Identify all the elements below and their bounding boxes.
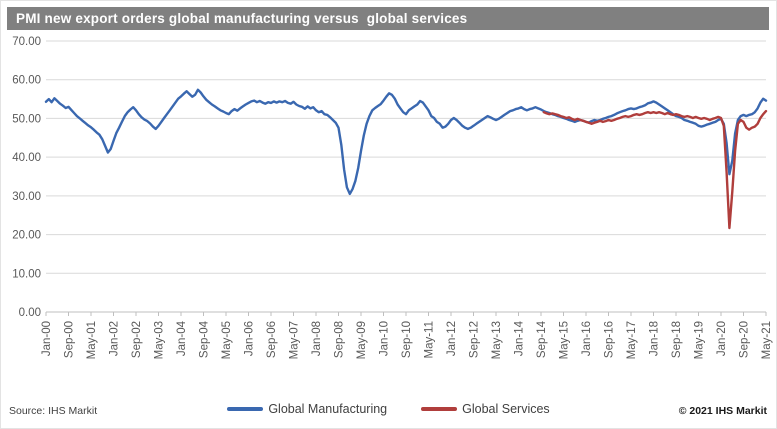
services-legend-label: Global Services bbox=[462, 402, 550, 416]
svg-text:30.00: 30.00 bbox=[12, 191, 41, 203]
svg-text:Sep-20: Sep-20 bbox=[739, 321, 751, 358]
svg-text:Sep-14: Sep-14 bbox=[536, 320, 548, 358]
chart-title: PMI new export orders global manufacturi… bbox=[16, 11, 468, 26]
svg-text:Jan-04: Jan-04 bbox=[176, 320, 188, 356]
svg-text:Jan-06: Jan-06 bbox=[244, 321, 256, 356]
svg-text:Jan-08: Jan-08 bbox=[311, 321, 323, 356]
svg-text:May-13: May-13 bbox=[491, 321, 503, 359]
svg-text:40.00: 40.00 bbox=[12, 152, 41, 164]
manufacturing-legend-label: Global Manufacturing bbox=[268, 402, 388, 416]
svg-text:Jan-02: Jan-02 bbox=[109, 321, 121, 356]
svg-text:May-09: May-09 bbox=[356, 321, 368, 359]
svg-text:Sep-02: Sep-02 bbox=[131, 321, 143, 358]
legend-item-services: Global Services bbox=[421, 402, 550, 416]
svg-text:Jan-20: Jan-20 bbox=[716, 321, 728, 356]
svg-text:Jan-18: Jan-18 bbox=[649, 321, 661, 356]
svg-text:20.00: 20.00 bbox=[12, 230, 41, 242]
svg-text:Jan-14: Jan-14 bbox=[514, 320, 526, 356]
svg-text:Jan-00: Jan-00 bbox=[41, 321, 53, 356]
svg-text:Jan-10: Jan-10 bbox=[379, 321, 391, 356]
legend-item-manufacturing: Global Manufacturing bbox=[227, 402, 387, 416]
source-note: Source: IHS Markit bbox=[9, 405, 98, 417]
svg-text:May-01: May-01 bbox=[86, 321, 98, 359]
svg-text:May-17: May-17 bbox=[626, 321, 638, 359]
svg-text:May-15: May-15 bbox=[559, 321, 571, 359]
services-line-swatch bbox=[421, 407, 458, 411]
svg-text:Sep-18: Sep-18 bbox=[671, 321, 683, 358]
chart-legend: Global Manufacturing Global Services bbox=[1, 399, 776, 419]
svg-text:Jan-12: Jan-12 bbox=[446, 321, 458, 356]
svg-text:May-03: May-03 bbox=[154, 321, 166, 359]
svg-text:May-05: May-05 bbox=[221, 321, 233, 359]
svg-text:May-21: May-21 bbox=[761, 321, 773, 359]
svg-text:50.00: 50.00 bbox=[12, 113, 41, 125]
svg-text:70.00: 70.00 bbox=[12, 36, 41, 48]
svg-text:Jan-16: Jan-16 bbox=[581, 321, 593, 356]
svg-text:Sep-16: Sep-16 bbox=[604, 321, 616, 358]
svg-text:Sep-08: Sep-08 bbox=[334, 321, 346, 358]
svg-text:Sep-12: Sep-12 bbox=[469, 321, 481, 358]
svg-text:Sep-10: Sep-10 bbox=[401, 321, 413, 358]
svg-text:10.00: 10.00 bbox=[12, 268, 41, 280]
svg-text:May-07: May-07 bbox=[289, 321, 301, 359]
svg-text:May-11: May-11 bbox=[424, 321, 436, 359]
svg-text:0.00: 0.00 bbox=[19, 307, 41, 319]
svg-text:May-19: May-19 bbox=[694, 321, 706, 359]
plot-area: 0.00 10.00 20.00 30.00 40.00 50.00 60.00 70.00 J… bbox=[12, 36, 773, 359]
copyright-note: © 2021 IHS Markit bbox=[678, 405, 767, 417]
svg-text:60.00: 60.00 bbox=[12, 75, 41, 87]
svg-text:Sep-06: Sep-06 bbox=[266, 321, 278, 358]
svg-text:Sep-00: Sep-00 bbox=[64, 321, 76, 358]
manufacturing-line-swatch bbox=[227, 407, 264, 411]
svg-text:Sep-04: Sep-04 bbox=[199, 320, 211, 358]
chart-title-bar: PMI new export orders global manufacturi… bbox=[7, 7, 769, 30]
